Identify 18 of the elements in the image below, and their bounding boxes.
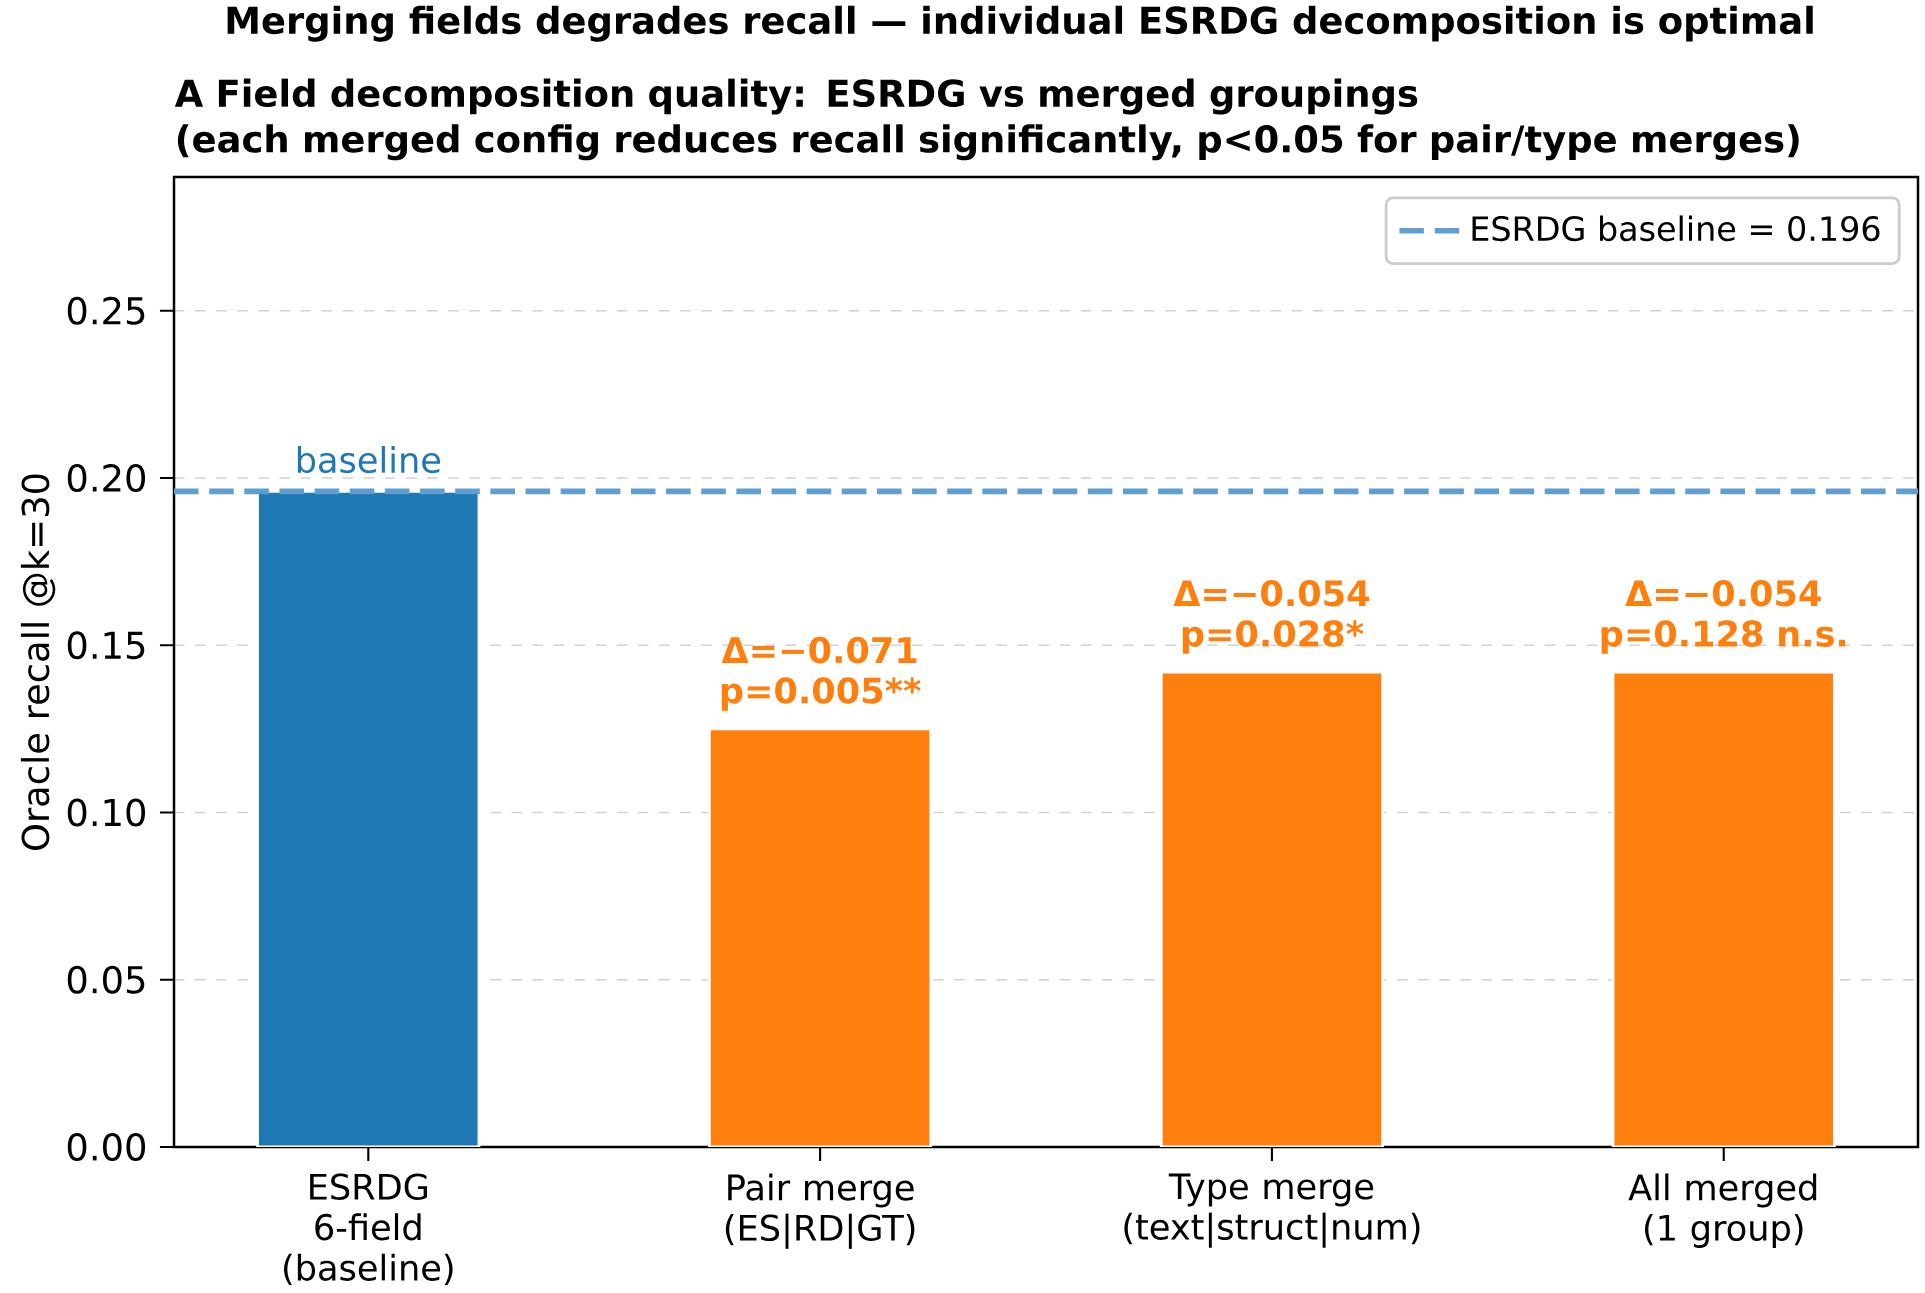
y-tick-label: 0.00 (67, 1133, 146, 1161)
y-axis-title: Oracle recall @k=30 (20, 474, 56, 850)
annotation: baseline (297, 445, 441, 474)
chart-title: Merging fields degrades recall — individual ESRDG decomposition is optimal (227, 5, 1813, 42)
annotation: Δ=−0.071 p=0.005** (721, 636, 921, 711)
x-tick-label: ESRDG 6-field (baseline) (284, 1173, 453, 1286)
x-tick-label: Type merge (text|struct|num) (1124, 1173, 1420, 1248)
y-tick-label: 0.20 (67, 464, 146, 492)
y-tick-label: 0.25 (67, 296, 145, 325)
y-tick-label: 0.15 (67, 631, 145, 660)
chart-subtitle: A Field decomposition quality: ESRDG vs merged groupings (each merged config reduces recall significantly, p<0.05 for pair/type merges) (174, 78, 1799, 161)
y-tick-label: 0.10 (67, 798, 146, 827)
annotation: Δ=−0.054 p=0.028* (1173, 579, 1370, 654)
x-tick-label: All merged (1 group) (1628, 1173, 1817, 1248)
x-tick-label: Pair merge (ES|RD|GT) (725, 1173, 915, 1249)
y-tick-label: 0.05 (67, 965, 145, 994)
annotation: Δ=−0.054 p=0.128 n.s. (1601, 579, 1846, 654)
legend-label: ESRDG baseline = 0.196 (1472, 215, 1880, 242)
